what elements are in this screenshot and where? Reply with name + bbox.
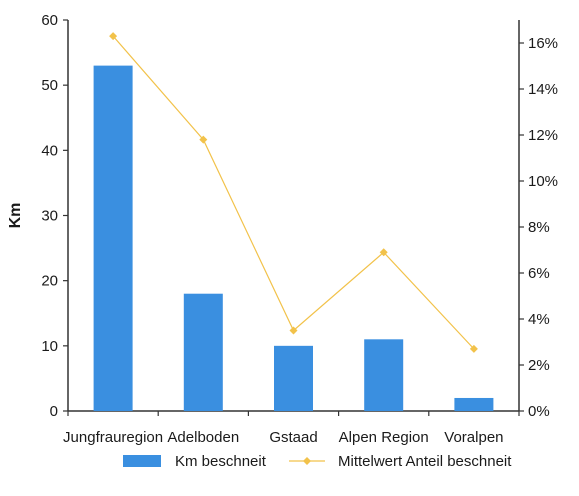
bar [454, 397, 494, 411]
bar-series [93, 65, 494, 411]
y2-tick-label: 10% [528, 173, 558, 190]
y2-tick-label: 14% [528, 81, 558, 98]
legend: Km beschneit Mittelwert Anteil beschneit [123, 453, 512, 470]
y2-tick-label: 12% [528, 127, 558, 144]
y-tick-label: 40 [41, 142, 58, 159]
x-tick-label: Voralpen [444, 429, 503, 446]
y-tick-label: 10 [41, 338, 58, 355]
legend-swatch-bar [123, 455, 161, 467]
axis-labels: 0 10 20 30 40 50 60 0% 2% 4% 6% 8% 10% 12% 14% 16% Jungf… [41, 12, 558, 446]
bar [364, 339, 404, 411]
line-point [199, 135, 208, 144]
y-tick-label: 60 [41, 12, 58, 29]
line-point [379, 248, 388, 257]
bar [93, 65, 133, 411]
y2-tick-label: 8% [528, 219, 550, 236]
y2-tick-label: 0% [528, 403, 550, 420]
y2-tick-label: 2% [528, 357, 550, 374]
x-tick-label: Jungfrauregion [63, 429, 163, 446]
line-point [109, 32, 118, 41]
y2-tick-label: 6% [528, 265, 550, 282]
line-series [109, 32, 478, 353]
x-tick-label: Gstaad [269, 429, 317, 446]
series-line [112, 35, 475, 350]
line-point [289, 326, 298, 335]
legend-swatch-marker [303, 457, 311, 465]
x-tick-label: Alpen Region [339, 429, 429, 446]
line-point [469, 344, 478, 353]
y2-tick-label: 16% [528, 35, 558, 52]
y-tick-label: 50 [41, 77, 58, 94]
y2-tick-label: 4% [528, 311, 550, 328]
y-tick-label: 30 [41, 208, 58, 225]
bar [274, 345, 313, 411]
y-tick-label: 0 [50, 403, 58, 420]
x-tick-label: Adelboden [167, 429, 239, 446]
legend-label: Mittelwert Anteil beschneit [338, 453, 512, 470]
legend-label: Km beschneit [175, 453, 267, 470]
bar [183, 293, 223, 411]
y-axis-title: Km [7, 203, 24, 229]
y-tick-label: 20 [41, 273, 58, 290]
